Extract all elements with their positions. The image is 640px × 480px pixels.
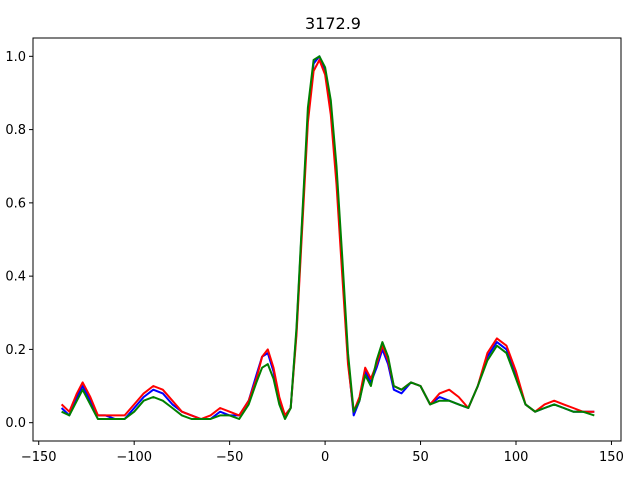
y-tick-label: 1.0 [5, 50, 26, 65]
y-tick-label: 0.4 [5, 270, 26, 285]
plot-frame [32, 37, 622, 442]
y-axis: 0.0 0.2 0.4 0.6 0.8 1.0 [5, 50, 33, 431]
x-tick-label: −100 [116, 450, 152, 465]
x-tick-label: 150 [599, 450, 624, 465]
series-line-1 [60, 59, 595, 420]
x-tick-label: 0 [321, 450, 329, 465]
x-tick-label: −50 [216, 450, 243, 465]
series-layer [60, 55, 595, 420]
x-tick-label: 100 [504, 450, 529, 465]
y-tick-label: 0.8 [5, 123, 26, 138]
x-axis: −150 −100 −50 0 50 100 150 [21, 441, 624, 465]
x-tick-label: 50 [412, 450, 429, 465]
y-tick-label: 0.6 [5, 196, 26, 211]
chart-title: 3172.9 [305, 14, 361, 33]
x-tick-label: −150 [21, 450, 57, 465]
y-tick-label: 0.2 [5, 343, 26, 358]
y-tick-label: 0.0 [5, 416, 26, 431]
series-line-2 [61, 55, 595, 420]
